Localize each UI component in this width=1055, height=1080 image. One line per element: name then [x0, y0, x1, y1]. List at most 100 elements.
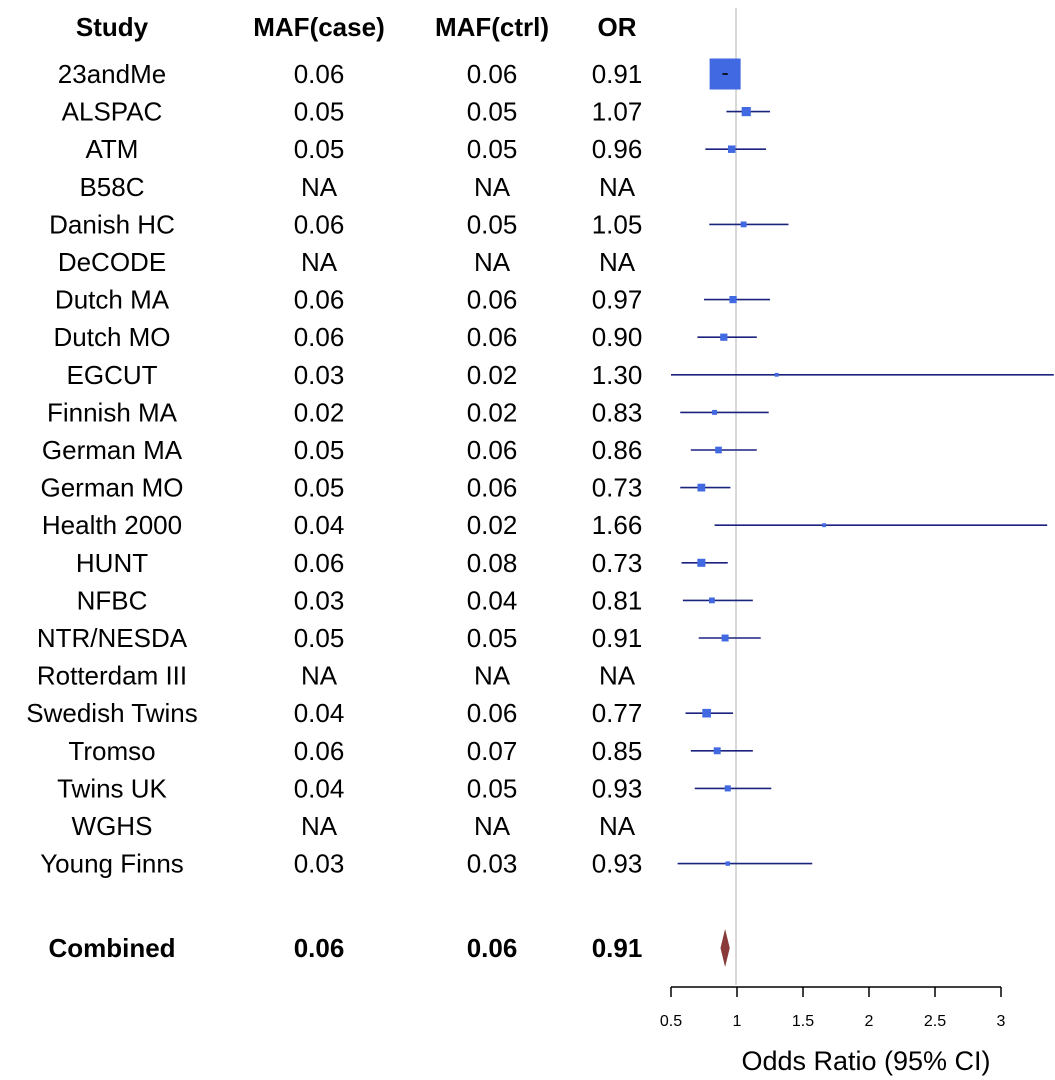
or-value: 0.86 [592, 435, 643, 465]
study-name: ALSPAC [62, 97, 163, 127]
or-value: 0.93 [592, 849, 643, 879]
maf-ctrl-value: 0.05 [467, 134, 518, 164]
study-name: EGCUT [67, 360, 158, 390]
table-row: NTR/NESDA 0.05 0.05 0.91 [37, 623, 642, 653]
table-row: Twins UK 0.04 0.05 0.93 [57, 773, 642, 803]
maf-case-value: 0.05 [294, 134, 345, 164]
maf-case-value: 0.05 [294, 473, 345, 503]
table-row: Danish HC 0.06 0.05 1.05 [49, 209, 642, 239]
study-name: Tromso [68, 736, 155, 766]
x-tick-label: 3 [997, 1013, 1006, 1030]
maf-case-value: 0.04 [294, 698, 345, 728]
table-row: Health 2000 0.04 0.02 1.66 [42, 510, 642, 540]
table-row: WGHS NA NA NA [72, 811, 636, 841]
maf-case-value: 0.06 [294, 548, 345, 578]
maf-ctrl-value: 0.04 [467, 585, 518, 615]
or-value: NA [599, 811, 636, 841]
study-name: Dutch MO [53, 322, 170, 352]
study-name: WGHS [72, 811, 153, 841]
or-value: 0.73 [592, 473, 643, 503]
maf-ctrl-value: 0.06 [467, 322, 518, 352]
maf-ctrl-value: NA [474, 661, 511, 691]
maf-case-value: NA [301, 172, 338, 202]
table-row: Young Finns 0.03 0.03 0.93 [40, 849, 642, 879]
header-maf-case: MAF(case) [253, 12, 384, 42]
table-row: German MO 0.05 0.06 0.73 [40, 473, 642, 503]
table-row: Finnish MA 0.02 0.02 0.83 [47, 397, 642, 427]
maf-ctrl-value: 0.05 [467, 209, 518, 239]
x-tick-label: 2 [865, 1013, 874, 1030]
or-point-square [697, 558, 706, 567]
study-name: Young Finns [40, 849, 184, 879]
maf-case-value: 0.04 [294, 773, 345, 803]
maf-case-value: 0.03 [294, 849, 345, 879]
combined-diamond [720, 929, 730, 967]
table-row: HUNT 0.06 0.08 0.73 [76, 548, 642, 578]
study-table: 23andMe 0.06 0.06 0.91 ALSPAC 0.05 0.05 1.07 ATM… [26, 59, 642, 879]
or-point-square [774, 372, 779, 377]
study-name: 23andMe [58, 59, 166, 89]
or-point-square [724, 785, 731, 792]
maf-ctrl-value: 0.05 [467, 623, 518, 653]
table-row: B58C NA NA NA [79, 172, 635, 202]
maf-ctrl-value: NA [474, 811, 511, 841]
or-value: 0.83 [592, 397, 643, 427]
or-point-square [729, 296, 737, 304]
maf-ctrl-value: NA [474, 247, 511, 277]
or-value: NA [599, 172, 636, 202]
study-name: DeCODE [58, 247, 166, 277]
study-name: Twins UK [57, 773, 167, 803]
table-row: 23andMe 0.06 0.06 0.91 [58, 59, 643, 89]
header-study: Study [76, 12, 149, 42]
x-tick-label: 1.5 [792, 1013, 814, 1030]
study-name: NFBC [77, 585, 148, 615]
table-row: Tromso 0.06 0.07 0.85 [68, 736, 642, 766]
study-name: Swedish Twins [26, 698, 198, 728]
table-row: NFBC 0.03 0.04 0.81 [77, 585, 643, 615]
table-row: Dutch MA 0.06 0.06 0.97 [55, 285, 642, 315]
or-value: 0.77 [592, 698, 643, 728]
header-maf-ctrl: MAF(ctrl) [435, 12, 549, 42]
maf-case-value: 0.04 [294, 510, 345, 540]
table-row: ALSPAC 0.05 0.05 1.07 [62, 97, 643, 127]
study-name: HUNT [76, 548, 148, 578]
or-point-square [727, 145, 736, 153]
maf-ctrl-value: 0.02 [467, 397, 518, 427]
maf-ctrl-value: 0.03 [467, 849, 518, 879]
maf-case-value: 0.06 [294, 285, 345, 315]
or-point-square [740, 221, 747, 228]
maf-ctrl-value: 0.06 [467, 698, 518, 728]
or-point-square [741, 107, 751, 117]
maf-case-value: NA [301, 247, 338, 277]
or-value: 1.66 [592, 510, 643, 540]
or-point-square [713, 747, 721, 755]
or-value: 0.96 [592, 134, 643, 164]
column-headers: Study MAF(case) MAF(ctrl) OR [76, 12, 637, 42]
maf-ctrl-value: 0.05 [467, 97, 518, 127]
study-name: Rotterdam III [37, 661, 187, 691]
combined-row: Combined 0.06 0.06 0.91 [48, 929, 730, 967]
maf-case-value: NA [301, 811, 338, 841]
or-value: 0.91 [592, 623, 643, 653]
combined-label: Combined [48, 933, 175, 963]
study-name: ATM [86, 134, 139, 164]
maf-ctrl-value: 0.06 [467, 285, 518, 315]
or-point-square [709, 597, 715, 604]
table-row: DeCODE NA NA NA [58, 247, 636, 277]
or-point-square [720, 333, 728, 341]
table-row: Rotterdam III NA NA NA [37, 661, 636, 691]
maf-case-value: 0.05 [294, 435, 345, 465]
or-point-square [702, 708, 711, 718]
table-row: Swedish Twins 0.04 0.06 0.77 [26, 698, 642, 728]
or-point-square [822, 523, 827, 528]
combined-or: 0.91 [592, 933, 643, 963]
or-point-square [721, 634, 729, 642]
study-name: German MO [40, 473, 183, 503]
maf-case-value: 0.06 [294, 736, 345, 766]
table-row: German MA 0.05 0.06 0.86 [42, 435, 642, 465]
maf-case-value: 0.06 [294, 209, 345, 239]
maf-ctrl-value: 0.06 [467, 435, 518, 465]
table-row: EGCUT 0.03 0.02 1.30 [67, 360, 643, 390]
plot-marks [671, 58, 1054, 866]
maf-case-value: 0.05 [294, 97, 345, 127]
